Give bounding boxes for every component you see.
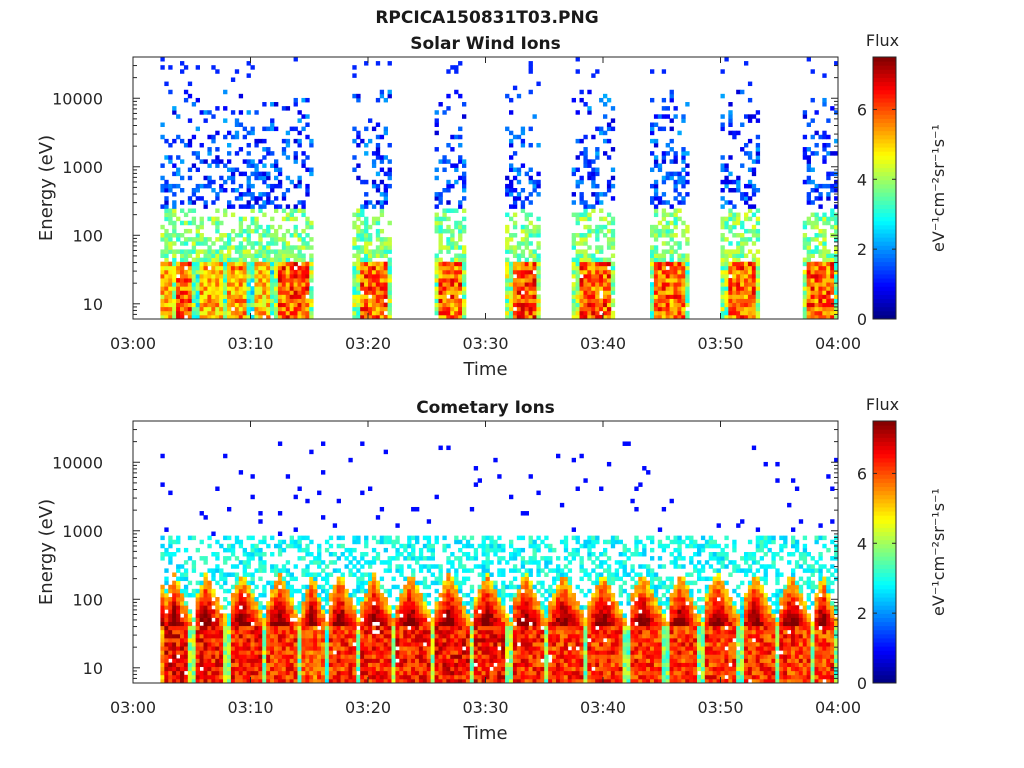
spectrogram-cells — [160, 57, 839, 320]
x-tick-label: 04:00 — [815, 334, 861, 353]
colorbar-tick-label: 6 — [857, 100, 867, 119]
colorbar-tick-label: 2 — [857, 604, 867, 623]
x-tick-label: 03:30 — [462, 698, 508, 717]
x-tick-label: 03:40 — [580, 334, 626, 353]
y-tick-label: 10 — [83, 659, 103, 678]
colorbar-tick-label: 6 — [857, 464, 867, 483]
colorbar: 0 2 4 6 Flux eV⁻¹cm⁻²sr⁻¹s⁻¹ — [857, 395, 948, 693]
colorbar-title: Flux — [866, 395, 899, 414]
y-tick-label: 1000 — [62, 522, 103, 541]
colorbar-tick-label: 0 — [857, 310, 867, 329]
spectrogram-cells — [160, 441, 839, 684]
figure-title: RPCICA150831T03.PNG — [375, 8, 599, 28]
y-tick-label: 10000 — [52, 89, 103, 108]
cometary-ions-panel: Cometary Ions 10 100 1000 10000 03:00 03:10 03:… — [36, 395, 948, 744]
x-tick-label: 03:20 — [345, 698, 391, 717]
x-axis-label: Time — [462, 359, 507, 380]
colorbar-tick-label: 4 — [857, 170, 867, 189]
colorbar-tick-label: 0 — [857, 674, 867, 693]
colorbar-label: eV⁻¹cm⁻²sr⁻¹s⁻¹ — [929, 488, 948, 616]
solar-wind-ions-panel: Solar Wind Ions 10 100 1000 10000 03:00 03:10 0… — [36, 31, 948, 380]
y-tick-label: 100 — [72, 590, 103, 609]
colorbar-tick-label: 4 — [857, 534, 867, 553]
x-axis-label: Time — [462, 723, 507, 744]
x-tick-label: 03:00 — [110, 334, 156, 353]
y-tick-label: 100 — [72, 226, 103, 245]
colorbar: 0 2 4 6 Flux eV⁻¹cm⁻²sr⁻¹s⁻¹ — [857, 31, 948, 329]
colorbar-title: Flux — [866, 31, 899, 50]
x-tick-label: 03:40 — [580, 698, 626, 717]
y-tick-label: 10000 — [52, 453, 103, 472]
x-tick-label: 03:50 — [697, 334, 743, 353]
panel-title: Cometary Ions — [416, 398, 555, 418]
y-tick-label: 1000 — [62, 158, 103, 177]
x-tick-label: 04:00 — [815, 698, 861, 717]
y-tick-label: 10 — [83, 295, 103, 314]
colorbar-label: eV⁻¹cm⁻²sr⁻¹s⁻¹ — [929, 124, 948, 252]
panel-title: Solar Wind Ions — [410, 34, 561, 54]
x-tick-label: 03:50 — [697, 698, 743, 717]
x-tick-label: 03:00 — [110, 698, 156, 717]
x-tick-label: 03:20 — [345, 334, 391, 353]
x-tick-label: 03:10 — [227, 334, 273, 353]
y-axis-label: Energy (eV) — [36, 499, 57, 605]
y-axis-label: Energy (eV) — [36, 135, 57, 241]
x-tick-label: 03:30 — [462, 334, 508, 353]
colorbar-tick-label: 2 — [857, 240, 867, 259]
x-tick-label: 03:10 — [227, 698, 273, 717]
